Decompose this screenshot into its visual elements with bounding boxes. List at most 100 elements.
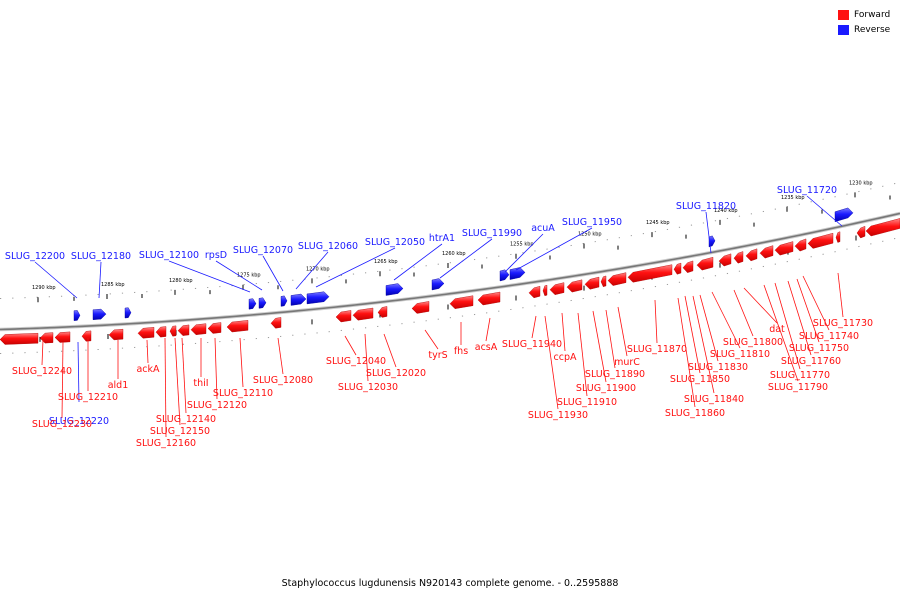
forward-gene-arrow bbox=[108, 328, 124, 341]
forward-gene-label-leader bbox=[692, 295, 715, 394]
reverse-gene-label-leader bbox=[705, 211, 712, 254]
scale-tick-label: 1265 kbp bbox=[374, 259, 398, 265]
forward-gene-arrow bbox=[0, 332, 39, 345]
reverse-gene-label-leader bbox=[295, 251, 329, 290]
legend-label-forward: Forward bbox=[854, 10, 891, 20]
forward-gene-arrow bbox=[81, 330, 92, 342]
forward-gene-label: tyrS bbox=[428, 350, 447, 361]
scale-tick-label: 1245 kbp bbox=[646, 220, 670, 226]
forward-gene-arrow bbox=[745, 248, 758, 262]
forward-gene-label: dat bbox=[769, 324, 785, 335]
reverse-gene-arrow bbox=[248, 298, 257, 310]
forward-gene-label-leader bbox=[239, 337, 244, 388]
forward-gene-label-leader bbox=[181, 337, 187, 414]
forward-gene-arrow bbox=[177, 324, 190, 336]
forward-gene-label-leader bbox=[684, 295, 701, 374]
forward-gene-label: SLUG_12020 bbox=[366, 368, 426, 379]
reverse-gene-label: SLUG_12100 bbox=[139, 250, 199, 261]
forward-gene-label: ackA bbox=[136, 364, 160, 375]
legend-label-reverse: Reverse bbox=[854, 25, 891, 35]
reverse-gene-arrow bbox=[306, 291, 330, 305]
forward-gene-label: SLUG_11890 bbox=[585, 369, 645, 380]
forward-gene-label: SLUG_11830 bbox=[688, 362, 748, 373]
forward-gene-label-leader bbox=[802, 275, 830, 331]
forward-gene-label: SLUG_11810 bbox=[710, 349, 770, 360]
genome-backbone bbox=[0, 212, 900, 331]
reverse-gene-label-leader bbox=[806, 195, 843, 227]
forward-gene-label-leader bbox=[733, 289, 754, 337]
forward-gene-label-leader bbox=[174, 337, 181, 426]
forward-gene-arrow bbox=[542, 284, 548, 297]
forward-gene-label: SLUG_11940 bbox=[502, 339, 562, 350]
forward-gene-label-leader bbox=[214, 337, 218, 400]
reverse-gene-label-leader bbox=[515, 227, 593, 271]
forward-gene-arrow bbox=[856, 225, 866, 239]
forward-gene-label: SLUG_11910 bbox=[557, 397, 617, 408]
reverse-gene-label: SLUG_11720 bbox=[777, 185, 837, 196]
reverse-gene-label: SLUG_12200 bbox=[5, 251, 65, 262]
reverse-gene-arrow bbox=[280, 295, 288, 307]
reverse-gene-label-leader bbox=[77, 341, 80, 403]
reverse-gene-label-leader bbox=[262, 255, 284, 292]
backbone-shadow bbox=[0, 211, 900, 332]
forward-gene-label: SLUG_12110 bbox=[213, 388, 273, 399]
forward-gene-label: SLUG_11800 bbox=[723, 337, 783, 348]
scale-tick-label: 1290 kbp bbox=[32, 285, 56, 291]
reverse-gene-arrow bbox=[290, 293, 307, 306]
forward-gene-label: ccpA bbox=[554, 352, 577, 363]
reverse-gene-label-leader bbox=[393, 243, 443, 281]
forward-gene-arrow bbox=[411, 301, 430, 314]
forward-gene-arrow bbox=[584, 276, 600, 290]
forward-gene-arrow bbox=[733, 251, 744, 264]
forward-gene-label: SLUG_11870 bbox=[627, 344, 687, 355]
upper-guide-dots bbox=[0, 181, 900, 299]
reverse-gene-arrow bbox=[92, 308, 107, 320]
forward-gene-label-leader bbox=[277, 337, 284, 375]
forward-gene-arrow bbox=[807, 232, 834, 249]
legend-item-forward: Forward bbox=[838, 8, 890, 22]
reverse-gene-label: SLUG_11990 bbox=[462, 228, 522, 239]
reverse-gene-label: SLUG_11820 bbox=[676, 201, 736, 212]
forward-gene-arrow bbox=[190, 323, 207, 335]
forward-gene-arrow bbox=[39, 332, 54, 344]
reverse-gene-label-leader bbox=[439, 238, 493, 279]
forward-gene-label-leader bbox=[561, 312, 566, 352]
forward-gene-label-leader bbox=[617, 306, 628, 357]
forward-gene-arrow bbox=[835, 231, 841, 243]
reverse-gene-label-leader bbox=[215, 260, 263, 291]
forward-gene-label: SLUG_11850 bbox=[670, 374, 730, 385]
forward-gene-arrow bbox=[169, 325, 177, 337]
forward-gene-label-leader bbox=[796, 278, 820, 343]
forward-gene-arrow bbox=[549, 282, 565, 295]
forward-gene-label-leader bbox=[743, 287, 778, 324]
forward-gene-label-leader bbox=[787, 280, 812, 356]
forward-gene-label: SLUG_11900 bbox=[576, 383, 636, 394]
forward-gene-label: SLUG_11930 bbox=[528, 410, 588, 421]
forward-gene-arrow bbox=[335, 310, 352, 323]
reverse-gene-arrow bbox=[385, 283, 404, 296]
legend-item-reverse: Reverse bbox=[838, 23, 890, 37]
forward-gene-arrow bbox=[528, 285, 541, 299]
scale-tick-label: 1280 kbp bbox=[169, 278, 193, 284]
scale-tick-label: 1250 kbp bbox=[578, 231, 602, 237]
forward-gene-label: thiI bbox=[193, 378, 208, 389]
reverse-gene-arrow bbox=[708, 235, 716, 248]
reverse-gene-label: SLUG_11950 bbox=[562, 217, 622, 228]
forward-gene-label-leader bbox=[711, 291, 741, 349]
forward-gene-label: SLUG_11840 bbox=[684, 394, 744, 405]
forward-gene-arrow bbox=[682, 260, 694, 273]
reverse-gene-label-leader bbox=[34, 261, 78, 299]
forward-gene-label-leader bbox=[364, 333, 369, 382]
reverse-gene-label: rpsD bbox=[205, 250, 227, 261]
reverse-gene-label: acuA bbox=[531, 223, 555, 234]
forward-gene-label: SLUG_11730 bbox=[813, 318, 873, 329]
forward-gene-label-leader bbox=[344, 335, 357, 356]
forward-gene-label: SLUG_12240 bbox=[12, 366, 72, 377]
reverse-gene-arrow bbox=[499, 269, 510, 282]
forward-gene-label: SLUG_12080 bbox=[253, 375, 313, 386]
forward-gene-arrow bbox=[137, 327, 155, 339]
reverse-gene-label: SLUG_12180 bbox=[71, 251, 131, 262]
reverse-gene-label-leader bbox=[98, 261, 102, 299]
forward-gene-label-leader bbox=[61, 341, 64, 419]
